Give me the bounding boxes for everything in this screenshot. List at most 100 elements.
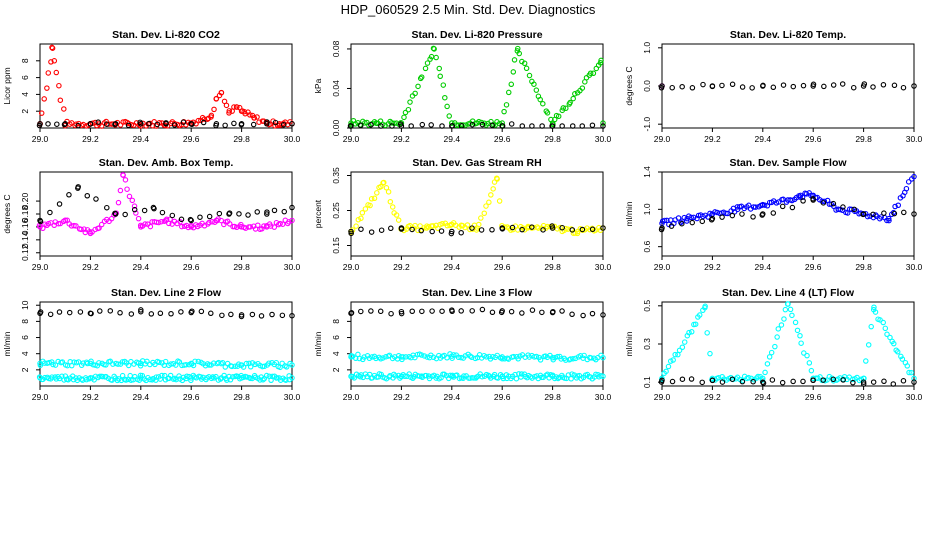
data-point: [806, 360, 813, 366]
data-point: [800, 378, 806, 385]
x-tick-label: 29.6: [494, 262, 511, 272]
data-point: [890, 381, 897, 387]
data-point: [137, 363, 144, 369]
data-point: [52, 362, 59, 368]
data-point: [870, 211, 876, 218]
data-point: [50, 361, 56, 368]
data-point: [151, 205, 157, 212]
data-point: [600, 312, 606, 318]
x-tick-label: 29.4: [133, 262, 150, 272]
data-point: [367, 202, 373, 209]
data-point: [385, 189, 392, 195]
data-point: [439, 123, 445, 129]
data-point: [104, 121, 110, 127]
data-point: [264, 209, 270, 215]
data-point: [762, 369, 768, 376]
data-point: [483, 354, 490, 360]
data-point: [678, 219, 684, 226]
data-point: [167, 372, 174, 379]
data-point: [59, 359, 66, 365]
data-point: [176, 359, 183, 365]
series-secondary: [36, 372, 295, 384]
data-point: [95, 119, 101, 125]
data-point: [877, 317, 883, 323]
data-point: [149, 377, 155, 383]
data-point: [579, 85, 586, 91]
data-point: [849, 376, 856, 383]
data-point: [409, 226, 415, 233]
data-point: [418, 227, 424, 234]
y-tick-label: 0.15: [331, 237, 341, 254]
data-point: [36, 122, 43, 129]
data-point: [699, 379, 705, 386]
data-point: [499, 123, 506, 129]
series-primary: [348, 351, 606, 363]
data-point: [104, 204, 110, 211]
x-tick-label: 29.2: [82, 134, 99, 144]
data-point: [266, 360, 272, 366]
data-point: [234, 104, 240, 110]
data-point: [669, 378, 676, 385]
data-point: [269, 311, 275, 318]
data-point: [213, 122, 219, 129]
data-point: [87, 228, 93, 235]
data-point: [810, 196, 816, 202]
data-point: [189, 308, 195, 314]
y-tick-label: 0.0: [642, 80, 652, 92]
data-point: [559, 123, 565, 129]
data-point: [409, 308, 415, 315]
data-point: [587, 70, 594, 76]
data-point: [679, 220, 685, 227]
data-point: [231, 120, 237, 127]
data-point: [115, 361, 121, 367]
data-point: [252, 361, 258, 368]
x-tick-label: 29.6: [183, 392, 200, 402]
data-point: [749, 85, 755, 91]
data-point: [562, 357, 569, 363]
data-point: [126, 193, 133, 200]
data-point: [679, 376, 686, 382]
data-point: [53, 69, 60, 76]
data-point: [238, 221, 244, 228]
data-point: [219, 359, 226, 366]
y-tick-label: 0.3: [642, 338, 652, 350]
data-point: [289, 362, 295, 368]
x-tick-label: 29.4: [444, 392, 461, 402]
y-tick-label: 1.4: [642, 166, 652, 178]
data-point: [440, 82, 447, 88]
x-tick-label: 29.6: [183, 134, 200, 144]
data-point: [891, 210, 898, 217]
data-point: [489, 122, 496, 128]
data-point: [704, 330, 710, 336]
data-point: [429, 308, 435, 314]
data-point: [600, 120, 606, 126]
data-point: [770, 84, 777, 91]
data-point: [417, 75, 424, 82]
data-point: [570, 95, 576, 102]
data-point: [158, 218, 165, 225]
data-point: [729, 212, 736, 219]
x-tick-label: 29.4: [444, 134, 461, 144]
data-point: [895, 202, 902, 209]
data-point: [880, 82, 887, 88]
data-point: [509, 224, 516, 231]
data-point: [195, 117, 202, 124]
data-point: [247, 375, 253, 382]
y-tick-label: 0.00: [331, 119, 341, 136]
data-point: [449, 308, 455, 315]
data-point: [62, 217, 68, 223]
data-point: [702, 303, 708, 310]
data-point: [590, 70, 597, 77]
data-point: [96, 225, 102, 231]
data-point: [526, 72, 533, 79]
data-point: [600, 225, 606, 231]
y-axis-label: ml/min: [2, 331, 12, 356]
data-point: [368, 308, 374, 314]
y-axis-label: ml/min: [624, 201, 634, 226]
data-point: [206, 219, 212, 226]
data-point: [223, 102, 230, 109]
data-point: [415, 227, 421, 234]
data-point: [286, 219, 292, 225]
data-point: [93, 196, 99, 202]
data-point: [670, 357, 676, 363]
